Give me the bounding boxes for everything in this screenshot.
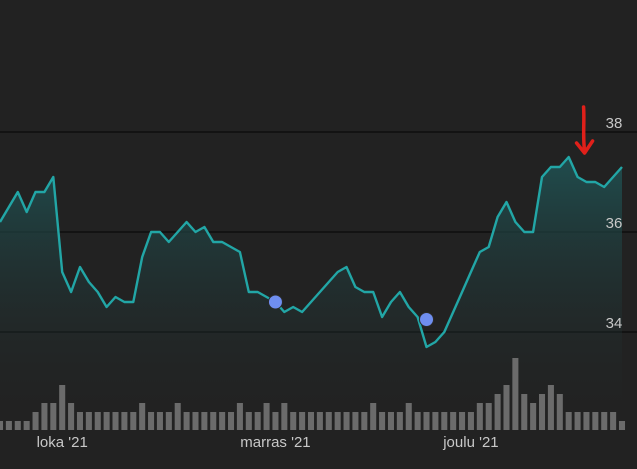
volume-bar	[299, 412, 306, 430]
volume-bar	[130, 412, 137, 430]
volume-bar	[610, 412, 617, 430]
price-area	[0, 157, 622, 430]
volume-bars	[0, 358, 626, 430]
y-tick-label: 38	[606, 115, 623, 132]
volume-bar	[539, 394, 546, 430]
volume-bar	[379, 412, 386, 430]
volume-bar	[414, 412, 421, 430]
volume-bar	[59, 385, 66, 430]
volume-bar	[334, 412, 341, 430]
volume-bar	[192, 412, 199, 430]
volume-bar	[5, 421, 12, 430]
volume-bar	[423, 412, 430, 430]
annotation-arrow-icon	[574, 105, 595, 155]
volume-bar	[583, 412, 590, 430]
y-axis-ticks: 34 36 38	[606, 115, 623, 332]
volume-bar	[85, 412, 92, 430]
volume-bar	[450, 412, 457, 430]
volume-bar	[432, 412, 439, 430]
volume-bar	[68, 403, 75, 430]
volume-bar	[0, 421, 4, 430]
volume-bar	[387, 412, 394, 430]
volume-bar	[23, 421, 30, 430]
event-markers	[267, 294, 435, 327]
volume-bar	[459, 412, 466, 430]
volume-bar	[307, 412, 315, 430]
volume-bar	[174, 403, 181, 430]
event-marker-1[interactable]	[419, 312, 435, 327]
volume-bar	[236, 403, 243, 430]
volume-bar	[343, 412, 350, 430]
volume-bar	[228, 412, 235, 430]
annotation-group	[574, 105, 595, 155]
volume-bar	[547, 385, 554, 430]
volume-bar	[32, 412, 39, 430]
volume-bar	[521, 394, 528, 430]
volume-bar	[565, 412, 572, 430]
volume-bar	[494, 394, 501, 430]
volume-bar	[165, 412, 172, 430]
volume-bar	[263, 403, 270, 430]
volume-bar	[574, 412, 581, 430]
volume-bar	[148, 412, 155, 430]
volume-bar	[245, 412, 252, 430]
volume-bar	[272, 412, 279, 430]
volume-bar	[183, 412, 190, 430]
x-tick-label: loka '21	[37, 434, 88, 451]
x-tick-label: marras '21	[240, 434, 310, 451]
volume-bar	[325, 412, 332, 430]
volume-bar	[210, 412, 217, 430]
x-tick-label: joulu '21	[442, 434, 498, 451]
event-marker-0[interactable]	[267, 294, 283, 310]
volume-bar	[41, 403, 48, 430]
volume-bar	[396, 412, 403, 430]
volume-bar	[467, 412, 474, 430]
volume-bar	[530, 403, 537, 430]
volume-bar	[94, 412, 101, 430]
volume-bar	[485, 403, 492, 430]
volume-bar	[103, 412, 110, 430]
volume-bar	[156, 412, 163, 430]
volume-bar	[254, 412, 261, 430]
volume-bar	[316, 412, 323, 430]
volume-bar	[121, 412, 128, 430]
volume-bar	[219, 412, 226, 430]
volume-bar	[112, 412, 119, 430]
price-area-fill	[0, 157, 622, 430]
volume-bar	[503, 385, 510, 430]
volume-bar	[592, 412, 599, 430]
volume-bar	[361, 412, 368, 430]
volume-bar	[290, 412, 297, 430]
volume-bar	[476, 403, 483, 430]
volume-bar	[441, 412, 448, 430]
volume-bar	[281, 403, 288, 430]
y-tick-label: 36	[606, 215, 623, 232]
volume-bar	[405, 403, 412, 430]
price-line-group	[0, 155, 623, 349]
volume-bar	[139, 403, 146, 430]
volume-bar	[556, 394, 563, 430]
volume-bar	[201, 412, 208, 430]
volume-bar	[370, 403, 377, 430]
price-line	[0, 155, 623, 349]
volume-bar	[76, 412, 83, 430]
volume-bar	[601, 412, 608, 430]
x-axis-ticks: loka '21 marras '21 joulu '21	[37, 434, 499, 451]
volume-bar	[50, 403, 57, 430]
volume-bar	[512, 358, 519, 430]
volume-bar	[618, 421, 626, 430]
volume-bar	[14, 421, 21, 430]
y-tick-label: 34	[606, 315, 623, 332]
volume-bar	[352, 412, 359, 430]
